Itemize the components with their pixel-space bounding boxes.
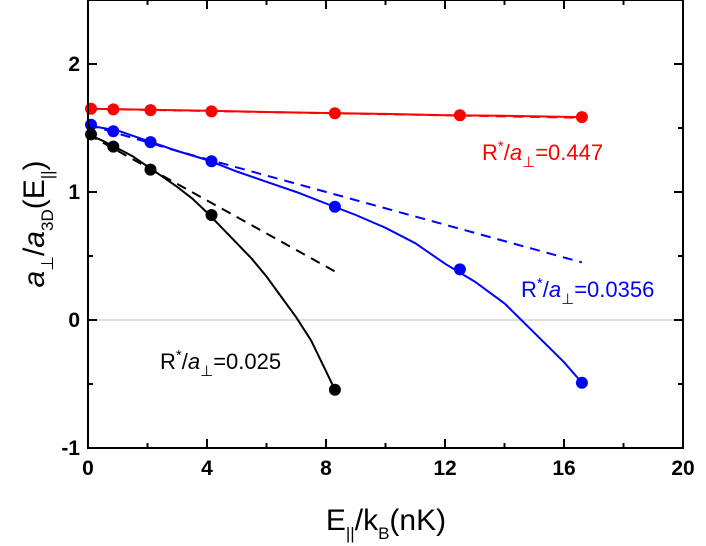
- annot-red-sub: ⊥: [522, 154, 535, 171]
- ylabel-close: ): [18, 160, 51, 170]
- series-1-point: [453, 263, 466, 276]
- annotation-black: R*/a⊥=0.025: [160, 347, 281, 380]
- annot-blue-main: R: [521, 277, 537, 302]
- annot-blue-a: a: [549, 277, 561, 302]
- ylabel-a: a: [18, 271, 51, 288]
- x-tick-label: 16: [552, 457, 575, 480]
- series-1-point: [205, 155, 218, 168]
- x-tick-label: 8: [320, 457, 332, 480]
- annot-blue-sub: ⊥: [561, 291, 574, 308]
- annot-black-slash: /: [182, 349, 189, 374]
- series-2-point: [144, 163, 157, 176]
- series-2-dashed-line: [87, 133, 336, 273]
- series-2-point: [328, 383, 341, 396]
- xlabel-sub: ||: [346, 524, 355, 543]
- series-0-point: [144, 104, 157, 117]
- x-tick-label: 12: [433, 457, 456, 480]
- y-axis-title: a⊥/a3D(E||): [18, 160, 57, 287]
- ylabel-sub1: ⊥: [38, 256, 57, 271]
- xlabel-rest: /k: [355, 504, 379, 537]
- plot-frame: [87, 0, 684, 449]
- x-tick-label: 20: [671, 457, 694, 480]
- annot-blue-value: =0.0356: [574, 277, 654, 302]
- annot-blue-sup: *: [537, 275, 543, 292]
- annotation-blue: R*/a⊥=0.0356: [521, 275, 654, 308]
- ylabel-slash: /: [18, 247, 51, 256]
- series-0-point: [453, 109, 466, 122]
- y-tick-label: 1: [68, 181, 80, 204]
- xlabel-tail: (nK): [389, 504, 446, 537]
- ylabel-a2: a: [18, 231, 51, 248]
- series-layer: [85, 102, 588, 396]
- series-1-point: [107, 125, 120, 138]
- y-tick-label: 0: [68, 309, 80, 332]
- series-2-fit-line: [87, 133, 336, 391]
- x-tick-label: 0: [82, 457, 94, 480]
- series-2-point: [107, 140, 120, 153]
- annot-black-sub: ⊥: [200, 363, 213, 380]
- series-1-point: [144, 136, 157, 149]
- ticks-layer: [87, 0, 684, 449]
- series-0-fit-line: [87, 107, 582, 119]
- annot-red-a: a: [510, 140, 522, 165]
- series-1-point: [575, 376, 588, 389]
- annot-black-value: =0.025: [213, 349, 281, 374]
- annotation-red: R*/a⊥=0.447: [482, 138, 603, 171]
- annot-red-main: R: [482, 140, 498, 165]
- series-1-fit-line: [87, 124, 583, 384]
- annot-blue-slash: /: [543, 277, 550, 302]
- y-tick-label: -1: [61, 437, 80, 460]
- series-1-point: [328, 200, 341, 213]
- series-0-point: [107, 103, 120, 116]
- x-tick-label: 4: [201, 457, 213, 480]
- series-0-point: [575, 111, 588, 124]
- ylabel-sub3: ||: [38, 170, 57, 179]
- annot-black-main: R: [160, 349, 176, 374]
- annot-red-slash: /: [504, 140, 511, 165]
- xlabel-sub2: B: [378, 524, 389, 543]
- y-tick-label: 2: [68, 53, 80, 76]
- annot-red-value: =0.447: [535, 140, 603, 165]
- series-0-point: [205, 105, 218, 118]
- series-2-point: [85, 128, 97, 141]
- ylabel-sub2: 3D: [38, 209, 57, 231]
- xlabel-main: E: [326, 504, 346, 537]
- x-axis-title: E||/kB(nK): [326, 504, 446, 543]
- annot-black-sup: *: [176, 347, 182, 364]
- series-2-point: [205, 209, 218, 221]
- annot-red-sup: *: [498, 138, 504, 155]
- ylabel-tail: (E: [18, 179, 51, 209]
- series-0-point: [328, 107, 341, 120]
- series-0-point: [85, 102, 97, 115]
- annot-black-a: a: [188, 349, 200, 374]
